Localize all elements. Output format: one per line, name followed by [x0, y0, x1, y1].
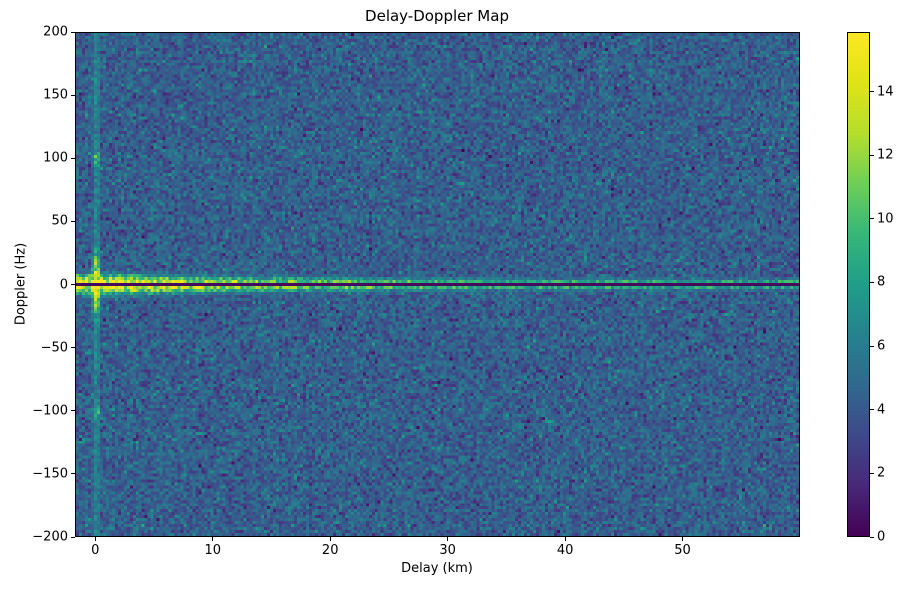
colorbar-tick-label: 4: [877, 402, 886, 418]
y-tick-label: 50: [51, 213, 68, 229]
colorbar-tick-mark: [870, 154, 874, 156]
chart-title: Delay-Doppler Map: [365, 7, 509, 25]
x-tick-label: 20: [321, 543, 339, 558]
colorbar-tick-label: 12: [877, 147, 894, 163]
colorbar-tick-label: 2: [877, 465, 886, 481]
colorbar-tick-label: 8: [877, 274, 886, 290]
heatmap-canvas: [76, 33, 799, 536]
x-tick-label: 10: [204, 543, 222, 558]
colorbar: [847, 32, 870, 537]
y-tick-label: 200: [43, 24, 68, 40]
colorbar-tick-mark: [870, 91, 874, 92]
y-tick-label: −100: [32, 403, 68, 419]
x-tick-label: 30: [439, 543, 456, 558]
x-tick-mark: [682, 537, 684, 541]
colorbar-tick-mark: [870, 345, 874, 347]
x-tick-label: 50: [674, 543, 691, 558]
colorbar-tick-mark: [870, 409, 874, 411]
y-tick-label: 150: [43, 87, 68, 103]
y-tick-label: 0: [59, 277, 68, 292]
x-tick-label: 0: [91, 543, 100, 558]
x-tick-mark: [564, 537, 566, 541]
x-tick-mark: [94, 537, 96, 541]
x-tick-mark: [447, 537, 449, 541]
y-tick-label: 100: [43, 150, 68, 166]
heatmap-plot-area: [75, 32, 800, 537]
colorbar-tick-label: 0: [877, 529, 886, 545]
y-tick-label: −150: [32, 466, 68, 482]
colorbar-tick-label: 10: [877, 211, 894, 227]
y-tick-label: −200: [32, 529, 68, 545]
x-tick-mark: [329, 537, 331, 541]
colorbar-tick-mark: [870, 472, 874, 474]
colorbar-tick-mark: [870, 281, 874, 283]
colorbar-tick-label: 6: [877, 338, 886, 354]
colorbar-tick-mark: [870, 218, 874, 220]
x-axis-label: Delay (km): [401, 561, 473, 576]
y-tick-label: −50: [40, 340, 68, 356]
colorbar-gradient: [848, 33, 869, 536]
x-tick-label: 40: [556, 543, 574, 558]
y-axis-label: Doppler (Hz): [13, 242, 29, 326]
colorbar-tick-mark: [870, 536, 874, 538]
x-tick-mark: [212, 537, 214, 541]
colorbar-tick-label: 14: [877, 84, 894, 99]
